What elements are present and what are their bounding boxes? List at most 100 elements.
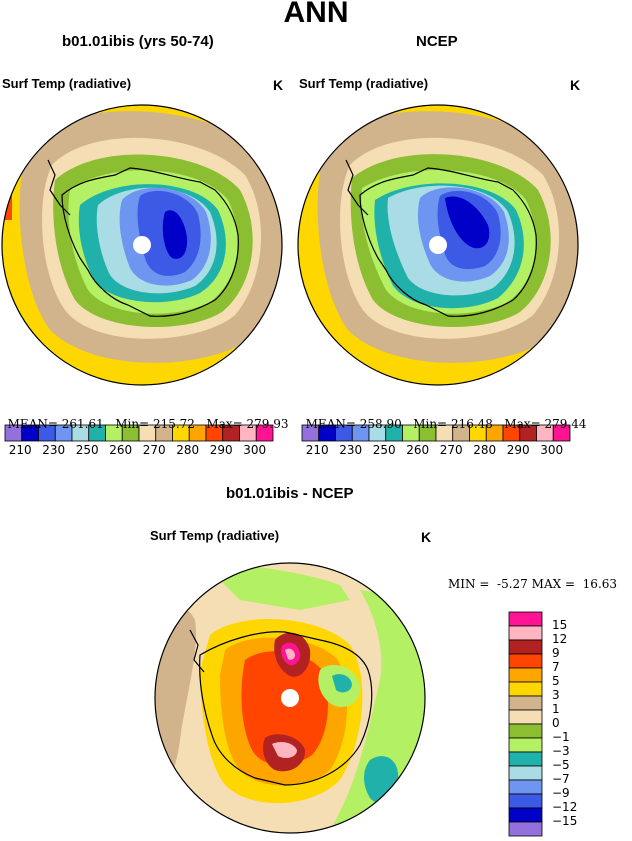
colorbar-tick-label: 230 bbox=[339, 443, 363, 457]
panel2-stats: MEAN= 258.90 Min= 216.48 Max= 279.44 bbox=[298, 403, 587, 431]
colorbar-tick-label: 290 bbox=[506, 443, 530, 457]
colorbar3-swatch bbox=[508, 709, 543, 725]
colorbar3-swatch bbox=[508, 737, 543, 753]
colorbar3-swatch bbox=[508, 639, 543, 655]
page-title: ANN bbox=[283, 0, 349, 29]
panel2-title: NCEP bbox=[416, 33, 458, 50]
map1-band-220 bbox=[162, 210, 188, 259]
map3-peninsula bbox=[189, 629, 205, 673]
panel2-min-label: Min= bbox=[413, 417, 448, 431]
colorbar-tick-label: 250 bbox=[372, 443, 396, 457]
colorbar-tick-label: 7 bbox=[552, 660, 560, 674]
panel3-variable: Surf Temp (radiative) bbox=[150, 528, 280, 543]
colorbar-difference bbox=[508, 611, 543, 837]
panel1-mean: 261.61 bbox=[61, 417, 104, 431]
colorbar-tick-label: 12 bbox=[552, 632, 568, 646]
colorbar-tick-label: −15 bbox=[552, 814, 578, 828]
colorbar-tick-label: 290 bbox=[209, 443, 233, 457]
map1-pole bbox=[133, 236, 151, 254]
panel3-max: 16.63 bbox=[582, 577, 618, 591]
colorbar-tick-label: 270 bbox=[439, 443, 463, 457]
panel1-title: b01.01ibis (yrs 50-74) bbox=[62, 33, 214, 50]
panel2-mean: 258.90 bbox=[359, 417, 402, 431]
colorbar3-swatch bbox=[508, 611, 543, 627]
cbar2-swatch bbox=[552, 424, 571, 442]
colorbar3-swatch bbox=[508, 625, 543, 641]
map3-band-pos12b bbox=[272, 742, 297, 758]
colorbar-tick-label: 250 bbox=[75, 443, 99, 457]
colorbar-tick-label: −9 bbox=[552, 786, 570, 800]
colorbar-tick-label: 5 bbox=[552, 674, 560, 688]
colorbar3-swatch bbox=[508, 765, 543, 781]
map2-peninsula bbox=[345, 159, 369, 216]
colorbar-tick-label: −1 bbox=[552, 730, 570, 744]
colorbar3-swatch bbox=[508, 821, 543, 837]
colorbar-tick-label: −5 bbox=[552, 758, 570, 772]
map2-coastline bbox=[359, 167, 537, 317]
colorbar-tick-label: 270 bbox=[142, 443, 166, 457]
colorbar-tick-label: 300 bbox=[243, 443, 267, 457]
map3-coastline bbox=[199, 631, 373, 786]
panel2-max: 279.44 bbox=[544, 417, 587, 431]
map2-pole bbox=[429, 236, 447, 254]
colorbar3-swatch bbox=[508, 681, 543, 697]
panel1-units: K bbox=[273, 77, 284, 93]
panel1-stats: MEAN= 261.61 Min= 215.72 Max= 279.93 bbox=[0, 403, 289, 431]
colorbar3-swatch bbox=[508, 723, 543, 739]
panel1-min-label: Min= bbox=[115, 417, 150, 431]
map-model bbox=[2, 105, 282, 385]
map3-border bbox=[154, 562, 426, 834]
colorbar-tick-label: 0 bbox=[552, 716, 560, 730]
panel3-title: b01.01ibis - NCEP bbox=[226, 485, 354, 502]
map1-coastline bbox=[61, 167, 239, 317]
panel3-max-label: MAX = bbox=[531, 577, 576, 591]
panel2-mean-label: MEAN= bbox=[305, 417, 356, 431]
colorbar-tick-label: 260 bbox=[109, 443, 133, 457]
colorbar-ncep bbox=[301, 424, 571, 442]
colorbar3-swatch bbox=[508, 807, 543, 823]
cbar1-swatch bbox=[255, 424, 274, 442]
colorbar-tick-label: 1 bbox=[552, 702, 560, 716]
map2-band-220 bbox=[445, 196, 490, 249]
colorbar3-swatch bbox=[508, 695, 543, 711]
map3-pole bbox=[281, 689, 299, 707]
colorbar3-swatch bbox=[508, 751, 543, 767]
colorbar-tick-label: 280 bbox=[473, 443, 497, 457]
colorbar3-swatch bbox=[508, 793, 543, 809]
panel2-units: K bbox=[570, 77, 581, 93]
colorbar3-swatch bbox=[508, 667, 543, 683]
colorbar-tick-label: 9 bbox=[552, 646, 560, 660]
panel3-units: K bbox=[421, 529, 432, 545]
colorbar3-swatch bbox=[508, 779, 543, 795]
panel2-variable: Surf Temp (radiative) bbox=[299, 76, 429, 91]
colorbar-tick-label: 300 bbox=[540, 443, 564, 457]
colorbar-tick-label: 3 bbox=[552, 688, 560, 702]
panel2-min: 216.48 bbox=[450, 417, 493, 431]
panel1-max: 279.93 bbox=[246, 417, 289, 431]
map3-band-pos7 bbox=[241, 651, 328, 766]
colorbar-tick-label: 280 bbox=[176, 443, 200, 457]
panel3-stats: MIN = -5.27 MAX = 16.63 bbox=[448, 577, 617, 591]
panel3-min-label: MIN = bbox=[448, 577, 490, 591]
colorbar-tick-label: 260 bbox=[406, 443, 430, 457]
colorbar-tick-label: 210 bbox=[8, 443, 32, 457]
map3-band-neg5-east bbox=[364, 756, 399, 804]
map-ncep bbox=[298, 105, 578, 385]
panel3-min: -5.27 bbox=[497, 577, 528, 591]
map1-border bbox=[1, 104, 283, 386]
map3-band-pos12 bbox=[285, 648, 295, 660]
colorbar-tick-label: 15 bbox=[552, 618, 568, 632]
panel1-min: 215.72 bbox=[152, 417, 195, 431]
map1-warm-patch bbox=[2, 190, 12, 220]
colorbar-model bbox=[4, 424, 274, 442]
panel1-variable: Surf Temp (radiative) bbox=[2, 76, 132, 91]
panel2-max-label: Max= bbox=[504, 417, 541, 431]
map2-border bbox=[297, 104, 579, 386]
map1-peninsula bbox=[47, 159, 71, 216]
colorbar-tick-label: 210 bbox=[305, 443, 329, 457]
colorbar-tick-label: −7 bbox=[552, 772, 570, 786]
map3-band-neg5 bbox=[332, 674, 352, 693]
colorbar-tick-label: 230 bbox=[42, 443, 66, 457]
colorbar3-swatch bbox=[508, 653, 543, 669]
